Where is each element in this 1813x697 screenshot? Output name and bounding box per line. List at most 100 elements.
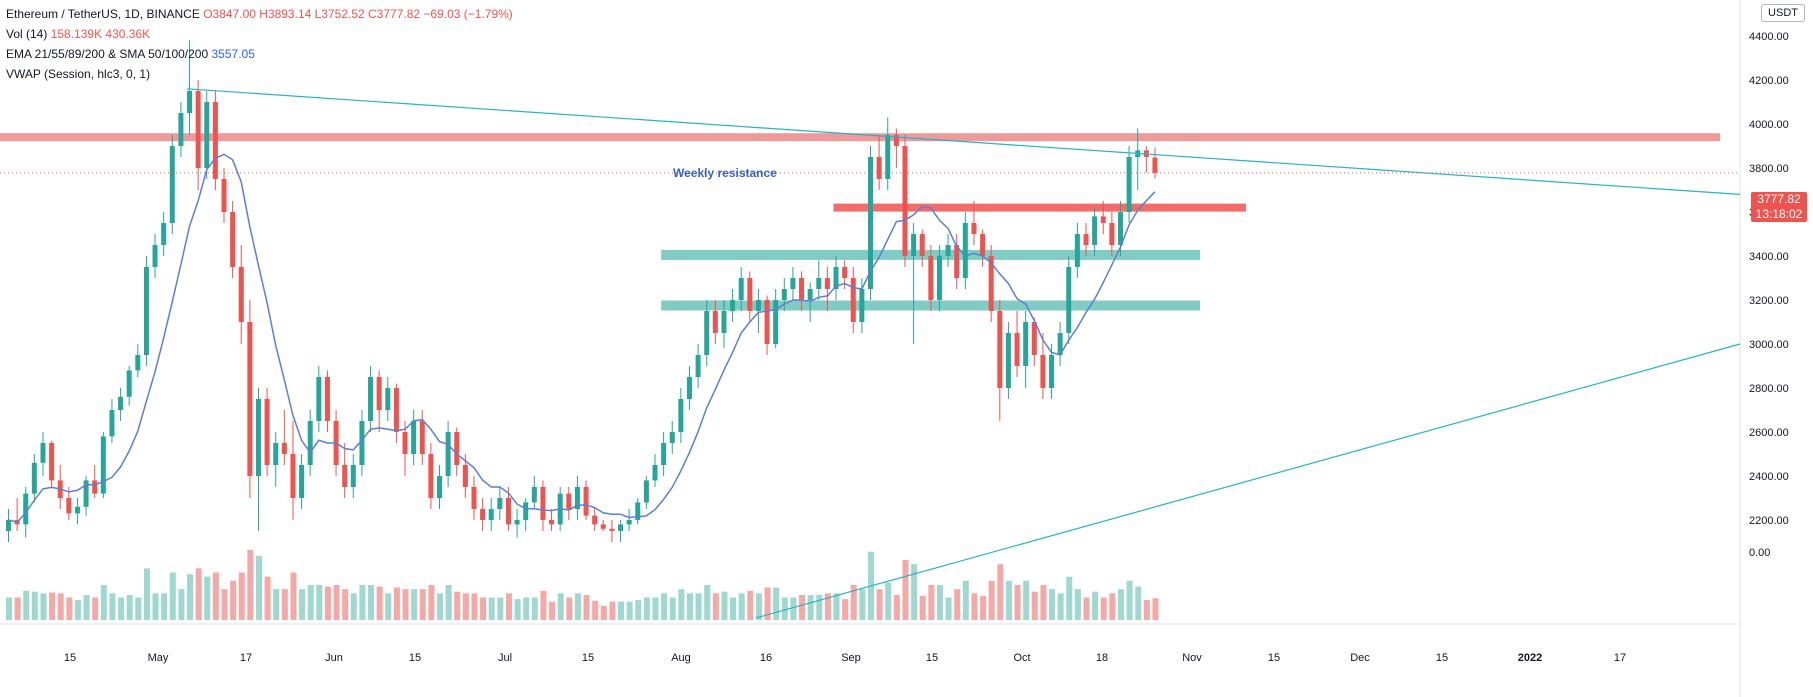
volume-bar <box>902 560 909 620</box>
volume-bar <box>255 555 262 620</box>
volume-bar <box>1023 580 1030 620</box>
volume-bar <box>445 585 452 620</box>
volume-bar <box>497 597 504 620</box>
volume-bar <box>738 593 745 620</box>
volume-bar <box>471 593 478 620</box>
candle-body <box>187 91 193 113</box>
volume-bar <box>618 601 625 620</box>
candle-body <box>704 311 710 355</box>
candle-body <box>428 454 434 498</box>
candle-body <box>807 289 813 300</box>
volume-zero-tick: 0.00 <box>1749 547 1770 559</box>
symbol-label[interactable]: Ethereum / TetherUS, 1D, BINANCE <box>6 7 200 21</box>
volume-bar <box>669 597 676 620</box>
volume-bar <box>66 597 73 620</box>
volume-bar <box>1109 593 1116 620</box>
candle-body <box>669 432 675 443</box>
volume-bar <box>411 589 418 620</box>
resistance-zone[interactable] <box>833 203 1246 212</box>
volume-bar <box>1083 597 1090 620</box>
ema-label[interactable]: EMA 21/55/89/200 & SMA 50/100/200 <box>6 47 209 61</box>
currency-badge[interactable]: USDT <box>1761 4 1805 22</box>
x-tick-label: May <box>148 652 169 664</box>
volume-bar <box>204 576 211 620</box>
weekly-resistance-zone[interactable] <box>0 133 1720 142</box>
volume-bar <box>997 564 1004 620</box>
volume-bar <box>850 585 857 620</box>
candle-body <box>471 487 477 509</box>
volume-bar <box>773 587 780 620</box>
volume-bar <box>333 585 340 620</box>
candle-body <box>1117 212 1123 245</box>
x-tick-label: Sep <box>841 652 861 664</box>
candle-body <box>178 113 184 146</box>
candle-body <box>928 256 934 300</box>
candle-body <box>1040 355 1046 388</box>
candle-body <box>618 524 624 531</box>
volume-bar <box>195 568 202 620</box>
vwap-label[interactable]: VWAP (Session, hlc3, 0, 1) <box>6 67 151 81</box>
candle-body <box>902 146 908 256</box>
ascending-trendline[interactable] <box>755 343 1741 619</box>
volume-bar <box>816 595 823 620</box>
candle-body <box>686 377 692 399</box>
volume-bar <box>462 593 469 620</box>
candle-body <box>868 157 873 289</box>
candle-body <box>609 528 615 531</box>
candle-body <box>695 355 701 377</box>
volume-bar <box>643 597 650 620</box>
candle-body <box>316 377 322 421</box>
volume-bar <box>695 593 702 620</box>
x-tick-label: Jul <box>498 652 512 664</box>
y-tick-label: 3000.00 <box>1749 339 1789 351</box>
candle-body <box>514 520 520 525</box>
candle-body <box>195 91 201 168</box>
volume-bar <box>135 597 142 620</box>
volume-bar <box>540 590 547 620</box>
candle-body <box>540 487 546 520</box>
candle-body <box>919 234 925 256</box>
volume-label[interactable]: Vol (14) <box>6 27 48 41</box>
volume-bar <box>83 595 90 620</box>
y-tick-label: 4000.00 <box>1749 119 1789 131</box>
volume-bar <box>273 589 280 620</box>
volume-bar <box>652 597 659 620</box>
volume-bar <box>600 605 607 620</box>
candle-body <box>1083 234 1089 245</box>
ohlc-values: O3847.00 H3893.14 L3752.52 C3777.82 −69.… <box>203 7 513 21</box>
volume-bar <box>428 585 435 620</box>
volume-bar <box>807 595 814 620</box>
candle-body <box>1057 333 1063 355</box>
candle-body <box>273 443 279 465</box>
x-tick-label: Oct <box>1013 652 1030 664</box>
x-tick-label: Nov <box>1182 652 1202 664</box>
volume-bar <box>1031 591 1038 620</box>
volume-bar <box>290 572 297 620</box>
volume-bar <box>1143 600 1150 620</box>
y-tick-label: 3800.00 <box>1749 163 1789 175</box>
x-tick-label: 17 <box>240 652 252 664</box>
candle-body <box>635 502 641 520</box>
volume-bar <box>755 593 762 620</box>
candle-body <box>1049 355 1055 388</box>
volume-bar <box>126 595 133 620</box>
y-tick-label: 4400.00 <box>1749 31 1789 43</box>
candle-body <box>1066 267 1072 333</box>
candle-body <box>712 311 718 333</box>
volume-bar <box>505 593 512 620</box>
candle-body <box>962 223 968 278</box>
candle-body <box>83 480 89 507</box>
candle-body <box>721 311 727 333</box>
volume-bar <box>92 597 99 620</box>
volume-bar <box>324 586 331 620</box>
y-tick-label: 3400.00 <box>1749 251 1789 263</box>
candle-body <box>1014 333 1020 366</box>
volume-bar <box>1057 593 1064 620</box>
x-tick-label: 15 <box>409 652 421 664</box>
volume-bar <box>212 572 219 620</box>
volume-bar <box>1049 589 1056 620</box>
descending-trendline[interactable] <box>186 88 1741 195</box>
volume-bar <box>531 597 538 620</box>
volume-bar <box>661 593 668 620</box>
